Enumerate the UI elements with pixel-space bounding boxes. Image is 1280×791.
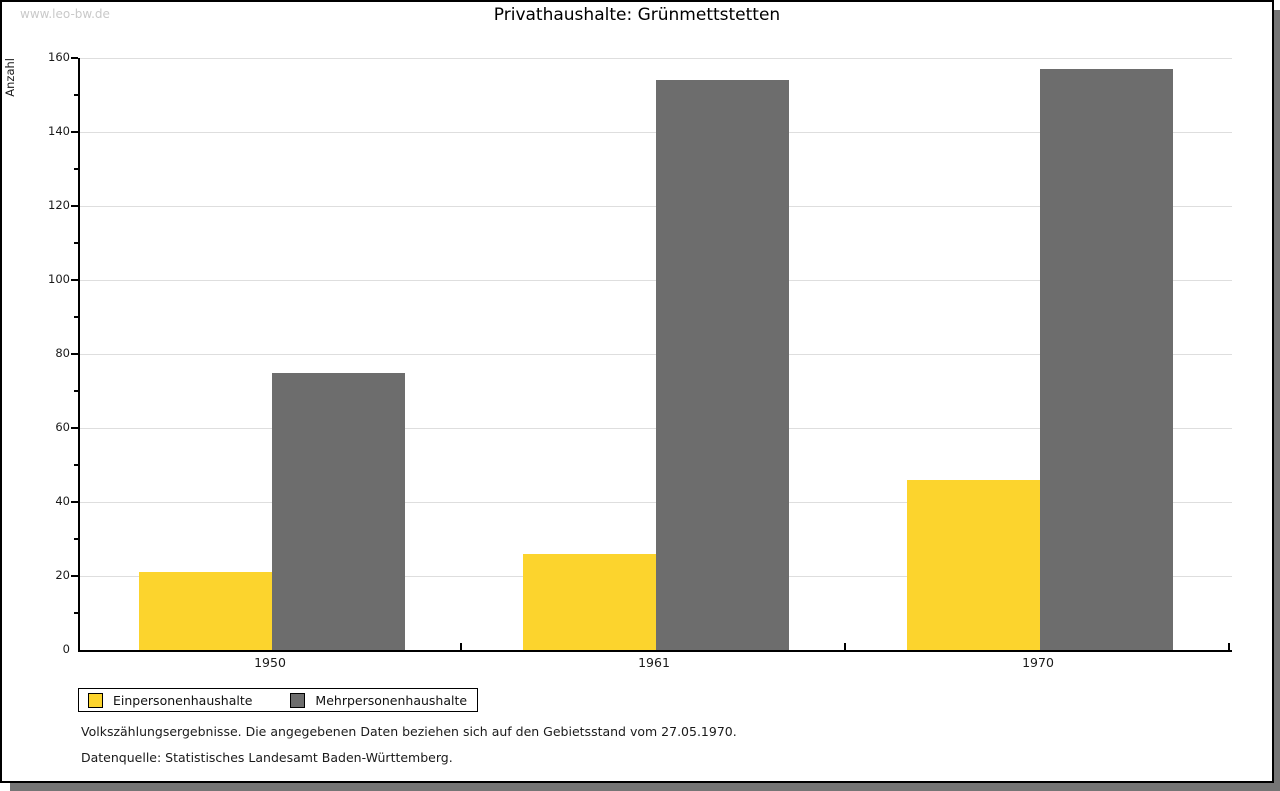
y-axis-tick-90 [74,316,78,318]
y-axis-tick-140 [71,131,78,133]
y-axis-tick-80 [71,353,78,355]
y-axis-tick-30 [74,538,78,540]
y-axis-label-20: 20 [55,568,70,582]
x-axis-label-1961: 1961 [638,655,670,670]
y-axis-tick-40 [71,501,78,503]
y-axis-label-100: 100 [48,272,70,286]
footnote-source-note: Volkszählungsergebnisse. Die angegebenen… [81,724,737,739]
footnote-data-source: Datenquelle: Statistisches Landesamt Bad… [81,750,453,765]
window-shadow-bottom [10,783,1280,791]
legend-label: Mehrpersonenhaushalte [315,692,468,708]
x-axis-label-1950: 1950 [254,655,286,670]
legend-item-mehrpersonenhaushalte: Mehrpersonenhaushalte [290,692,468,708]
plot-area [78,58,1232,652]
x-axis-tick-2 [844,643,846,650]
y-axis-tick-100 [71,279,78,281]
y-axis-tick-50 [74,464,78,466]
bar-mehrpersonenhaushalte-1950 [272,372,405,650]
y-axis-tick-110 [74,242,78,244]
y-axis-tick-160 [71,57,78,59]
y-axis-tick-20 [71,575,78,577]
watermark: www.leo-bw.de [20,7,110,21]
bar-einpersonenhaushalte-1950 [139,572,272,650]
y-axis-tick-120 [71,205,78,207]
y-axis-title: Anzahl [3,58,17,97]
y-axis-label-80: 80 [55,346,70,360]
y-axis-tick-10 [74,612,78,614]
window-shadow-right [1274,10,1280,791]
x-axis-tick-3 [1228,643,1230,650]
y-axis-tick-70 [74,390,78,392]
legend: Einpersonenhaushalte Mehrpersonenhaushal… [78,688,478,712]
y-axis-tick-60 [71,427,78,429]
y-axis-label-140: 140 [48,124,70,138]
y-axis-label-60: 60 [55,420,70,434]
chart-title: Privathaushalte: Grünmettstetten [493,5,781,25]
y-axis-label-160: 160 [48,50,70,64]
gridline-y-160 [80,58,1232,59]
bar-mehrpersonenhaushalte-1961 [656,80,789,650]
y-axis-tick-130 [74,168,78,170]
x-axis-tick-1 [460,643,462,650]
bar-mehrpersonenhaushalte-1970 [1040,69,1173,650]
bar-einpersonenhaushalte-1961 [523,553,656,650]
x-axis-label-1970: 1970 [1022,655,1054,670]
y-axis-label-0: 0 [62,642,70,656]
legend-item-einpersonenhaushalte: Einpersonenhaushalte [88,692,253,708]
legend-swatch-gray [290,692,306,708]
y-axis-label-40: 40 [55,494,70,508]
legend-swatch-yellow [88,692,103,708]
y-axis-label-120: 120 [48,198,70,212]
bar-einpersonenhaushalte-1970 [907,479,1040,650]
legend-label: Einpersonenhaushalte [113,692,253,708]
y-axis-tick-150 [74,94,78,96]
